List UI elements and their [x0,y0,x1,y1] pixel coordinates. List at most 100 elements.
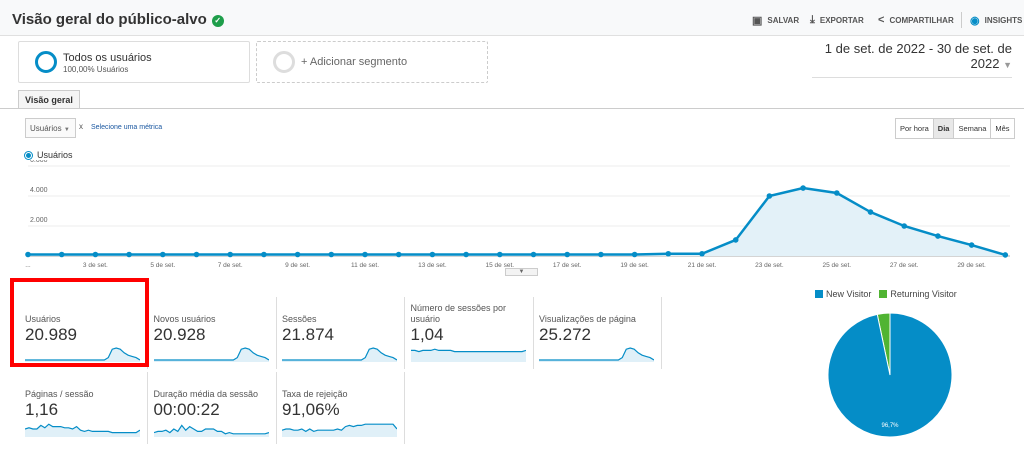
metric-sparkline [282,347,397,362]
legend-label: Usuários [37,150,73,160]
legend-label: Returning Visitor [890,289,957,299]
data-point [25,251,31,258]
metric-dropdown[interactable]: Usuários ▼ [25,118,76,138]
data-point [126,251,132,258]
metric-value: 21.874 [282,325,334,344]
download-icon: ⤓ [810,14,815,26]
x-tick-label: 11 de set. [351,262,379,269]
metric-label: Número de sessões por usuário [410,303,507,324]
legend-swatch [815,290,823,298]
users-line-chart: 2.000 4.000 6.000... 3 de set. 5 de set. 7 de… [25,160,1010,269]
empty-ring-icon [273,51,295,73]
share-button[interactable]: < COMPARTILHAR [878,14,954,26]
x-tick-label: 21 de set. [688,262,717,269]
metric-sparkline [153,347,269,362]
collapse-chart-button[interactable]: ▼ [505,268,538,276]
pie-legend-new: New Visitor [815,289,871,299]
metric-2[interactable]: Sessões 21.874 [275,297,405,369]
metric-1[interactable]: Novos usuários 20.928 [147,297,277,369]
data-point [497,251,503,258]
metric-label: Visualizações de página [539,314,636,324]
granularity-hour[interactable]: Por hora [896,119,934,138]
x-tick-label: 7 de set. [218,262,243,269]
data-point [362,251,368,258]
metric-label: Novos usuários [153,314,216,324]
sparkline-area [282,424,397,437]
sparkline-line [25,347,140,361]
legend-swatch [879,290,888,298]
data-point [463,251,469,258]
metric-6[interactable]: Duração média da sessão 00:00:22 [147,372,277,444]
x-tick-label: 13 de set. [418,262,447,269]
granularity-week[interactable]: Semana [954,119,992,138]
share-label: COMPARTILHAR [889,15,954,25]
metric-3[interactable]: Número de sessões por usuário 1,04 [404,297,534,369]
insights-label: INSIGHTS [984,16,1023,25]
metric-label: Taxa de rejeição [282,389,348,399]
chevron-down-icon: ▼ [63,127,70,133]
date-range-picker[interactable]: 1 de set. de 2022 - 30 de set. de 2022 ▼ [812,41,1012,78]
metric-4[interactable]: Visualizações de página 25.272 [532,297,662,369]
tab-overview[interactable]: Visão geral [18,90,80,109]
data-point [834,190,840,196]
data-point [227,251,233,258]
page-title-text: Visão geral do público-alvo [12,11,207,28]
remove-metric-button[interactable]: x [79,122,83,131]
y-tick-label: 6.000 [30,160,48,164]
x-tick-label: 9 de set. [285,262,310,269]
metric-5[interactable]: Páginas / sessão 1,16 [18,372,148,444]
export-label: EXPORTAR [819,16,864,25]
segment-subtitle: 100,00% Usuários [63,65,129,74]
granularity-month[interactable]: Mês [991,119,1014,138]
pie-legend-returning: Returning Visitor [879,289,957,299]
add-segment-button[interactable]: + Adicionar segmento [256,41,488,83]
sparkline-line [282,347,397,361]
data-point [328,251,335,258]
metric-label: Usuários [25,314,61,324]
data-point [732,237,739,243]
x-tick-label: 17 de set. [553,262,582,269]
metric-sparkline [410,348,526,362]
add-segment-label: + Adicionar segmento [301,56,408,68]
x-tick-label: 27 de set. [890,262,919,269]
y-tick-label: 2.000 [30,217,48,224]
data-point [631,251,638,258]
segment-all-users[interactable]: Todos os usuários 100,00% Usuários [18,41,250,83]
highlight-box [10,278,149,367]
data-point [901,223,907,229]
save-button[interactable]: ▣ SALVAR [752,14,799,27]
data-point [193,251,200,258]
shield-check-icon: ✓ [211,15,224,27]
tab-divider [0,108,1024,109]
legend-label: New Visitor [826,289,872,299]
x-tick-label: 19 de set. [620,262,649,269]
chart-legend: Usuários [25,150,73,160]
metric-sparkline [25,423,140,437]
data-point [1002,252,1009,258]
metric-value: 20.989 [25,325,77,344]
save-label: SALVAR [767,16,800,25]
granularity-day[interactable]: Dia [933,119,955,138]
metric-7[interactable]: Taxa de rejeição 91,06% [275,372,405,444]
pie-legend: New Visitor Returning Visitor [815,289,957,299]
metric-value: 1,16 [25,400,59,419]
share-icon: < [878,14,885,26]
divider [961,12,962,28]
export-button[interactable]: ⤓ EXPORTAR [810,14,864,27]
x-tick-label: 5 de set. [150,262,175,269]
metric-label: Páginas / sessão [25,389,94,399]
y-tick-label: 4.000 [30,187,48,194]
metric-value: 1,04 [410,325,444,344]
data-point [395,251,402,258]
metric-value: 91,06% [282,400,340,419]
pie-slice [827,312,953,438]
page-title: Visão geral do público-alvo ✓ [12,11,224,28]
x-tick-label: 29 de set. [957,262,986,269]
data-point [935,233,941,239]
data-point [665,250,672,257]
sparkline-area [25,424,140,437]
data-point [261,251,267,258]
insights-button[interactable]: ◉ INSIGHTS [970,14,1022,27]
select-metric-link[interactable]: Selecione uma métrica [91,124,163,131]
metric-value: 20.928 [153,325,206,344]
